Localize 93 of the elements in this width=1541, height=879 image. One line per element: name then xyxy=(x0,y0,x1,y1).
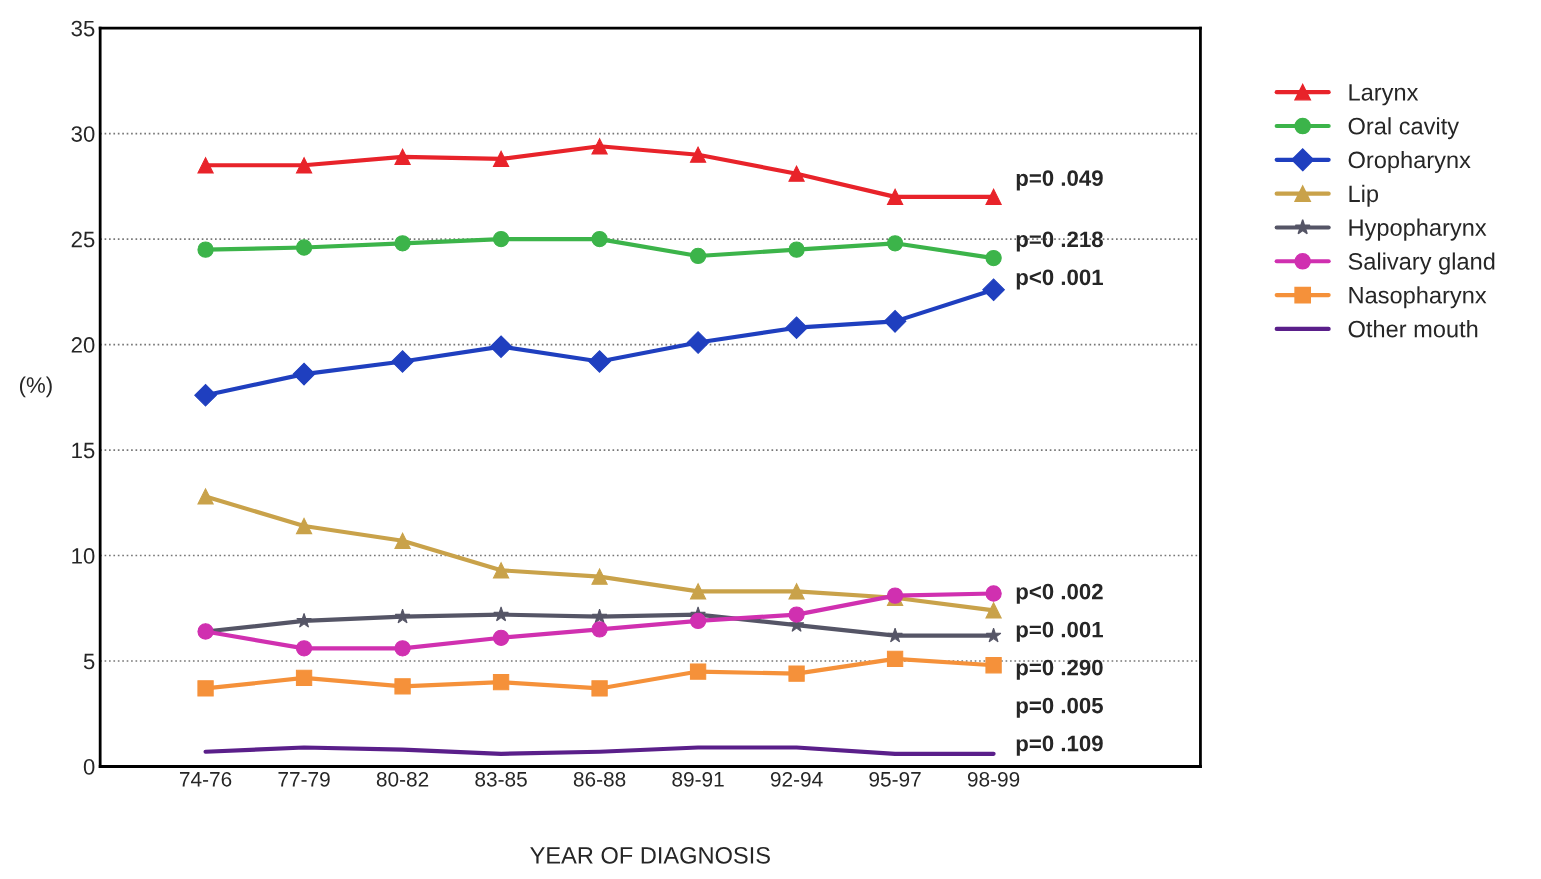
annotation: p<0 .001 xyxy=(1016,269,1103,290)
annotation: p=0 .049 xyxy=(1016,170,1103,191)
x-tick-label: 92-94 xyxy=(770,771,823,787)
point xyxy=(788,583,805,600)
point xyxy=(489,335,513,358)
point xyxy=(591,138,608,155)
legend-label: Oropharynx xyxy=(1348,150,1471,173)
point xyxy=(394,148,411,165)
point xyxy=(788,165,805,182)
x-tick-label: 77-79 xyxy=(278,771,330,787)
point xyxy=(689,247,707,265)
point xyxy=(295,239,313,256)
point xyxy=(591,568,608,585)
point xyxy=(985,585,1002,602)
y-tick-label: 10 xyxy=(72,548,95,564)
annotation: p<0 .002 xyxy=(1016,583,1103,604)
point xyxy=(197,680,214,697)
point xyxy=(982,278,1005,302)
x-tick-label: 83-85 xyxy=(475,771,527,787)
point xyxy=(391,350,414,373)
point xyxy=(295,640,313,657)
point xyxy=(394,532,411,549)
legend-label: Larynx xyxy=(1349,84,1419,106)
x-tick-label: 95-97 xyxy=(869,771,921,787)
point xyxy=(591,680,608,697)
point xyxy=(886,188,904,206)
x-tick-label: 86-88 xyxy=(573,771,626,787)
point xyxy=(295,157,313,174)
point xyxy=(591,621,608,638)
point xyxy=(689,146,707,163)
point xyxy=(886,235,904,252)
annotation: p=0 .109 xyxy=(1016,735,1103,756)
point xyxy=(689,612,707,630)
point xyxy=(985,249,1002,267)
point xyxy=(492,230,510,248)
point xyxy=(887,627,903,643)
point xyxy=(197,241,214,258)
y-tick-label: 20 xyxy=(71,337,95,353)
line-series xyxy=(203,745,996,756)
point xyxy=(492,150,510,168)
point xyxy=(197,488,214,505)
point xyxy=(394,235,411,252)
annotation: p=0 .001 xyxy=(1016,621,1103,642)
point xyxy=(588,350,611,373)
point xyxy=(394,678,411,695)
y-tick-label: 0 xyxy=(83,759,95,775)
legend-label: Other mouth xyxy=(1348,320,1478,338)
point xyxy=(492,673,510,691)
x-tick-label: 74-76 xyxy=(179,771,232,787)
x-tick-label: 98-99 xyxy=(967,771,1020,787)
point xyxy=(985,657,1002,674)
point xyxy=(686,331,710,354)
legend-label: Lip xyxy=(1349,184,1379,207)
x-tick-label: 80-82 xyxy=(376,771,429,787)
y-tick-label: 30 xyxy=(71,126,95,142)
x-axis-title: YEAR OF DIAGNOSIS xyxy=(530,846,770,864)
point xyxy=(883,310,907,333)
point xyxy=(492,629,510,646)
point xyxy=(785,316,808,340)
point xyxy=(194,383,217,407)
y-tick-label: 15 xyxy=(72,442,95,459)
x-tick-label: 89-91 xyxy=(672,771,724,787)
legend-label: Salivary gland xyxy=(1348,252,1495,275)
point xyxy=(292,362,316,386)
annotation: p=0 .218 xyxy=(1016,231,1103,252)
annotation: p=0 .290 xyxy=(1016,659,1103,680)
y-axis-title: (%) xyxy=(19,376,52,398)
point xyxy=(394,640,411,657)
legend-label: Oral cavity xyxy=(1348,117,1460,140)
y-tick-label: 25 xyxy=(71,231,95,248)
point xyxy=(788,606,805,623)
point xyxy=(197,157,214,174)
point xyxy=(788,241,805,258)
point xyxy=(689,663,707,680)
point xyxy=(591,230,608,248)
annotation: p=0 .005 xyxy=(1016,697,1103,718)
point xyxy=(985,602,1002,619)
point xyxy=(394,608,411,624)
y-tick-label: 35 xyxy=(71,20,95,37)
point xyxy=(788,665,805,682)
point xyxy=(295,517,313,535)
point xyxy=(985,188,1002,206)
point xyxy=(295,669,313,687)
point xyxy=(296,612,312,628)
point xyxy=(886,650,904,668)
point xyxy=(689,583,707,600)
y-tick-label: 5 xyxy=(83,653,95,670)
point xyxy=(493,606,509,622)
point xyxy=(492,562,510,579)
legend-label: Hypopharynx xyxy=(1349,218,1487,241)
legend-label: Nasopharynx xyxy=(1349,286,1487,309)
point xyxy=(591,608,608,624)
point xyxy=(985,627,1002,643)
